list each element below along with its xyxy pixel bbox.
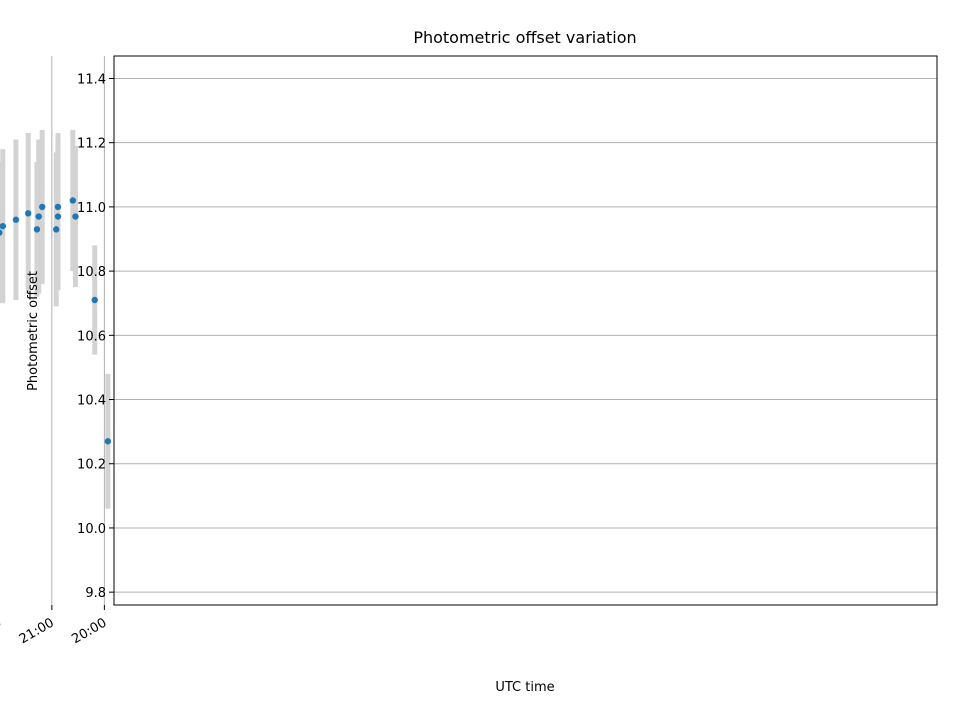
y-axis-ticks: 9.8 10.0 10.2 10.4 10.6 10.8 11.0 11.2 11.4 [77, 72, 114, 601]
plot-frame [113, 55, 938, 606]
data-point [53, 226, 60, 233]
data-point [0, 229, 3, 236]
grid-lines [51, 56, 937, 605]
chart-title: Photometric offset variation [413, 28, 636, 47]
data-point [39, 203, 46, 211]
data-point [69, 197, 77, 204]
y-tick-label: 11.4 [77, 72, 106, 87]
data-point [54, 203, 62, 211]
y-axis-label: Photometric offset [26, 271, 41, 391]
y-tick-label: 10.0 [77, 522, 106, 537]
x-axis-label: UTC time [495, 680, 554, 695]
data-point [24, 210, 32, 217]
data-point [35, 213, 42, 220]
data-point [12, 216, 20, 223]
y-tick-label: 11.2 [77, 137, 106, 152]
y-tick-label: 10.6 [77, 329, 106, 344]
data-point [0, 222, 7, 230]
y-tick-label: 10.8 [77, 265, 106, 280]
data-point [91, 296, 98, 304]
y-tick-label: 10.2 [77, 458, 106, 473]
y-tick-label: 9.8 [85, 586, 106, 601]
data-point [54, 213, 62, 220]
data-point [33, 226, 41, 233]
y-tick-label: 11.0 [77, 201, 106, 216]
data-point [72, 213, 79, 220]
y-tick-label: 10.4 [77, 394, 106, 409]
data-points [0, 197, 112, 445]
data-point [104, 438, 112, 445]
